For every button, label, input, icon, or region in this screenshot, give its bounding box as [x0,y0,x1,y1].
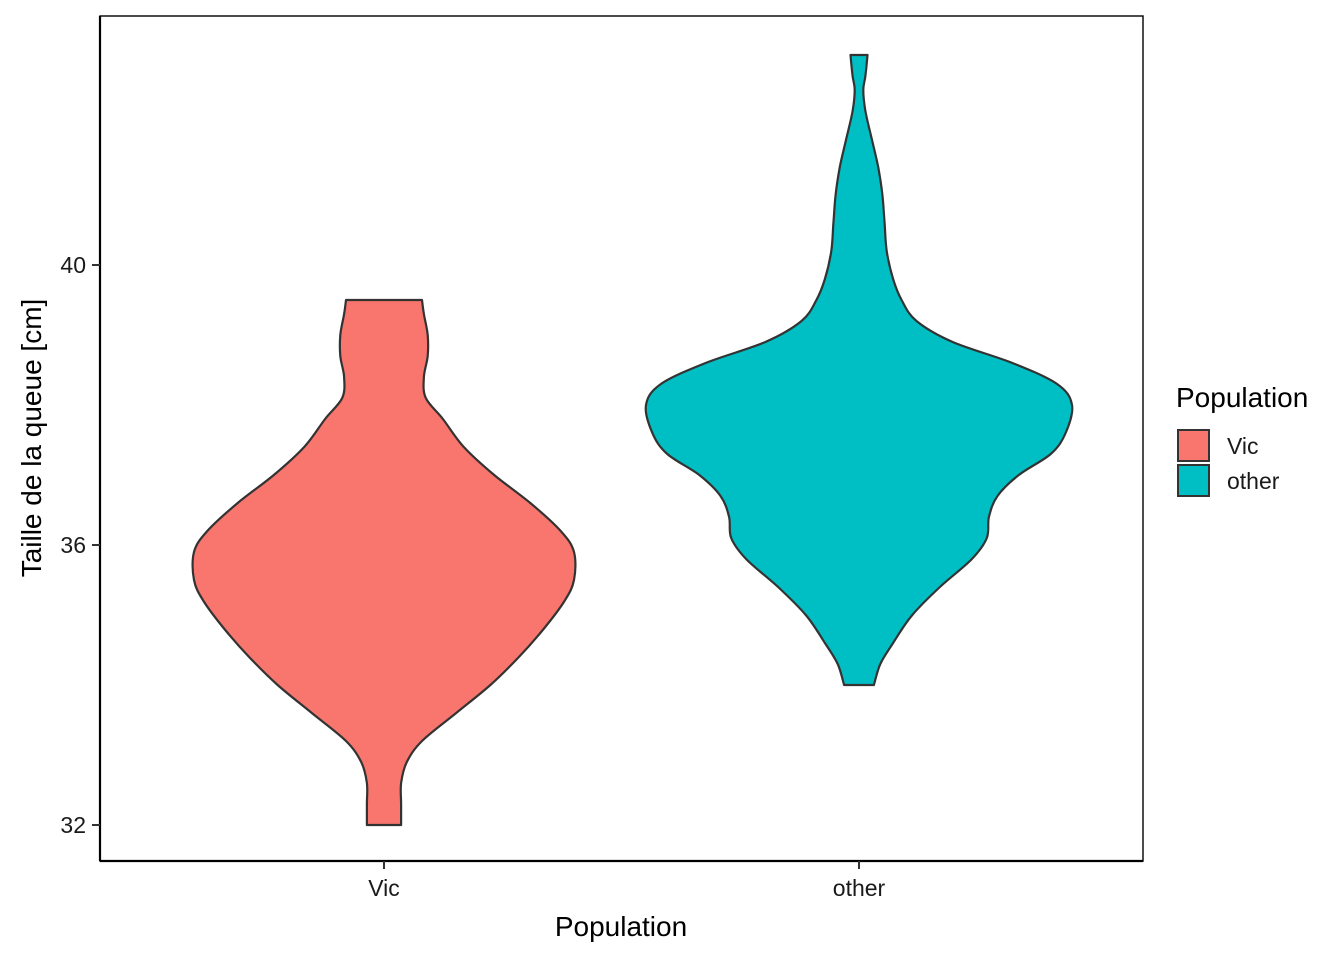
legend-label-vic: Vic [1227,433,1259,459]
y-tick-label: 36 [60,532,86,558]
x-tick-label: Vic [368,875,400,901]
y-tick-label: 32 [60,812,86,838]
x-axis: Vic other [368,861,886,901]
legend: Population Vic other [1176,382,1308,497]
violins-layer [191,53,1074,827]
y-axis-title: Taille de la queue [cm] [16,299,47,578]
x-tick-label: other [833,875,886,901]
violin-other [644,53,1074,687]
y-axis: 32 36 40 [60,252,100,838]
y-tick-label: 40 [60,252,86,278]
legend-key-other [1177,464,1210,497]
legend-key-vic [1177,429,1210,462]
legend-title: Population [1176,382,1308,413]
x-axis-title: Population [555,911,687,942]
violin-vic [191,298,577,827]
legend-label-other: other [1227,468,1280,494]
